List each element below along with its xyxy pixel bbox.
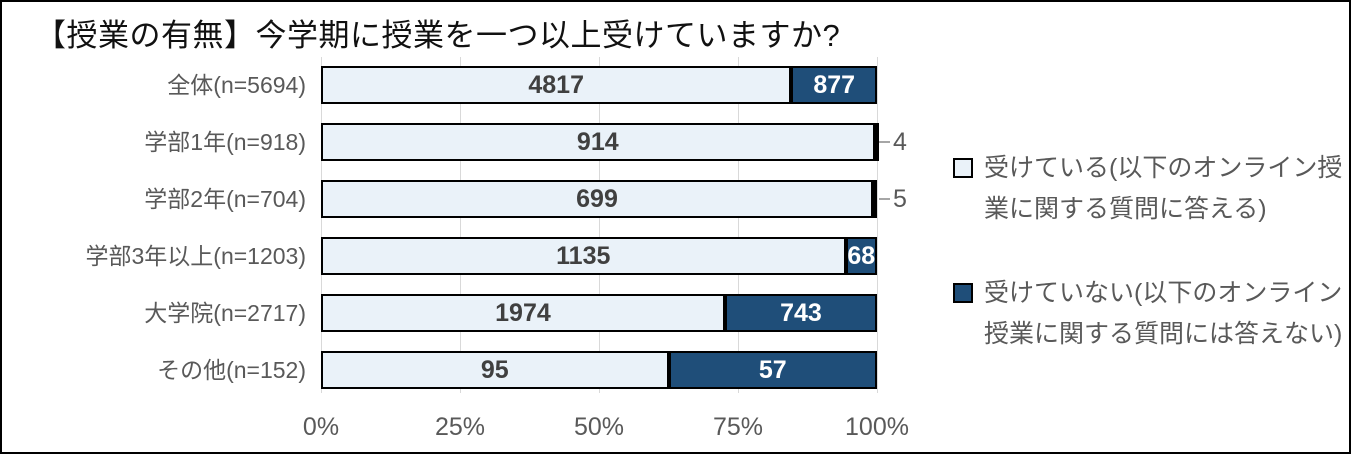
legend-swatch-dark-icon <box>953 283 973 303</box>
bar-segment-not-receiving: 743 <box>724 294 877 332</box>
bar-row: 699 5 <box>321 180 907 218</box>
legend-swatch-light-icon <box>953 158 973 178</box>
gridline <box>459 57 461 393</box>
bar-segment-not-receiving: 57 <box>668 351 877 389</box>
bar-row: 1974 743 <box>321 294 877 332</box>
bar-row: 914 4 <box>321 123 907 161</box>
bar-row: 1135 68 <box>321 237 877 275</box>
plot-area: 4817 877 914 4 699 5 1135 68 1974 743 95 57 <box>320 2 907 452</box>
category-label: 学部1年(n=918) <box>144 129 306 155</box>
category-label: その他(n=152) <box>157 357 306 383</box>
chart-title: 【授業の有無】今学期に授業を一つ以上受けていますか? <box>35 18 841 53</box>
bar-segment-receiving: 95 <box>321 351 669 389</box>
bar-value-label: 68 <box>847 241 876 270</box>
x-tick-label: 50% <box>573 413 625 441</box>
gridline <box>737 57 739 393</box>
bar-segment-not-receiving <box>874 123 879 161</box>
x-tick-label: 100% <box>845 413 909 441</box>
bar-row: 4817 877 <box>321 66 877 104</box>
legend-item-receiving: 受けている(以下のオンライン授業に関する質問に答える) <box>953 148 1349 230</box>
bar-segment-receiving: 699 <box>321 180 874 218</box>
bar-value-label: 914 <box>576 127 619 156</box>
bar-row: 95 57 <box>321 351 877 389</box>
gridline <box>876 57 878 393</box>
x-tick-label: 75% <box>712 413 764 441</box>
category-label: 全体(n=5694) <box>167 72 306 98</box>
bar-segment-receiving: 1974 <box>321 294 725 332</box>
bar-segment-not-receiving: 877 <box>791 66 877 104</box>
legend-item-not-receiving: 受けていない(以下のオンライン授業に関する質問には答えない) <box>953 273 1349 355</box>
bar-value-label: 1974 <box>495 298 551 327</box>
bar-value-label: 877 <box>813 70 856 99</box>
bar-segment-receiving: 1135 <box>321 237 846 275</box>
legend-label-not-receiving: 受けていない(以下のオンライン授業に関する質問には答えない) <box>984 279 1343 348</box>
x-tick-label: 0% <box>302 413 340 441</box>
bar-value-label: 1135 <box>556 241 611 270</box>
bar-segment-not-receiving: 68 <box>845 237 877 275</box>
x-axis: 0% 25% 50% 75% 100% <box>303 413 909 445</box>
bar-segment-receiving: 4817 <box>321 66 792 104</box>
bar-value-label: 4817 <box>528 70 584 99</box>
category-label: 大学院(n=2717) <box>144 300 306 326</box>
bar-value-label: 95 <box>480 355 509 384</box>
bar-value-label: 699 <box>576 184 618 213</box>
leader-line <box>879 141 890 143</box>
x-tick-label: 25% <box>434 413 486 441</box>
bar-value-label: 743 <box>780 298 822 327</box>
category-label: 学部2年(n=704) <box>144 186 306 212</box>
gridline <box>320 57 322 393</box>
bar-value-label-outside: 4 <box>893 128 907 156</box>
bar-segment-receiving: 914 <box>321 123 875 161</box>
gridline <box>598 57 600 393</box>
legend-label-receiving: 受けている(以下のオンライン授業に関する質問に答える) <box>984 154 1343 223</box>
category-label: 学部3年以上(n=1203) <box>85 243 307 269</box>
leader-line <box>879 198 890 200</box>
bar-value-label-outside: 5 <box>893 185 907 213</box>
bar-segment-not-receiving <box>873 180 878 218</box>
bar-value-label: 57 <box>758 355 787 384</box>
